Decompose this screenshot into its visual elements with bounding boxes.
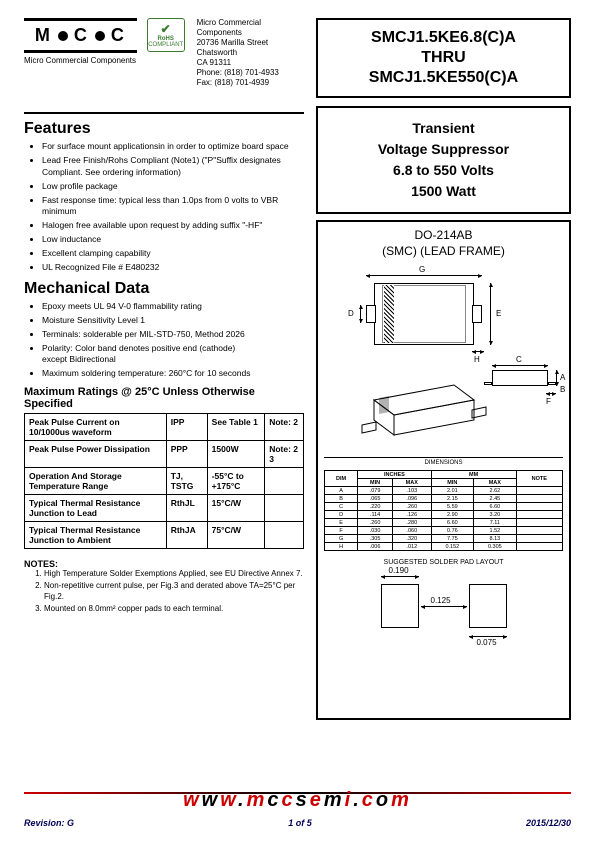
revision-label: Revision: G — [24, 818, 74, 828]
date-label: 2015/12/30 — [526, 818, 571, 828]
dimensions-title: DIMENSIONS — [324, 457, 563, 466]
company-name: Micro Commercial Components — [24, 56, 137, 65]
notes-list: High Temperature Solder Exemptions Appli… — [24, 569, 304, 614]
mechanical-list: Epoxy meets UL 94 V-0 flammability ratin… — [24, 301, 304, 380]
company-logo: M C C Micro Commercial Components — [24, 18, 137, 65]
rohs-badge: ✔ RoHS COMPLIANT — [147, 18, 185, 52]
features-list: For surface mount applicationsin in orde… — [24, 141, 304, 274]
package-diagram: DO-214AB (SMC) (LEAD FRAME) G E D — [316, 220, 571, 720]
part-number-title: SMCJ1.5KE6.8(C)A THRU SMCJ1.5KE550(C)A — [316, 18, 571, 98]
page-footer: Revision: G 1 of 5 2015/12/30 — [24, 818, 571, 828]
mechanical-heading: Mechanical Data — [24, 280, 304, 298]
notes-heading: NOTES: — [24, 559, 304, 569]
product-description: Transient Voltage Suppressor 6.8 to 550 … — [316, 106, 571, 214]
ratings-table: Peak Pulse Current on 10/1000us waveform… — [24, 413, 304, 549]
dimensions-table: DIMINCHESMMNOTE MINMAXMINMAX A.079.1032.… — [324, 470, 563, 551]
website-url: www.mccsemi.com — [0, 789, 595, 812]
features-heading: Features — [24, 120, 304, 138]
ratings-heading: Maximum Ratings @ 25°C Unless Otherwise … — [24, 386, 304, 410]
page-number: 1 of 5 — [288, 818, 312, 828]
solder-pad-title: SUGGESTED SOLDER PAD LAYOUT — [324, 559, 563, 566]
company-address: Micro Commercial Components 20736 Marill… — [197, 18, 304, 88]
solder-pad-diagram: 0.190 0.125 0.075 — [359, 570, 529, 644]
